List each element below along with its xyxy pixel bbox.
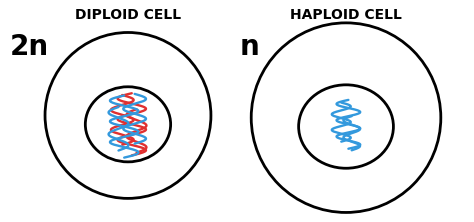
Text: HAPLOID CELL: HAPLOID CELL: [290, 8, 402, 22]
Text: 2n: 2n: [9, 33, 49, 61]
Text: DIPLOID CELL: DIPLOID CELL: [75, 8, 181, 22]
Text: n: n: [239, 33, 259, 61]
